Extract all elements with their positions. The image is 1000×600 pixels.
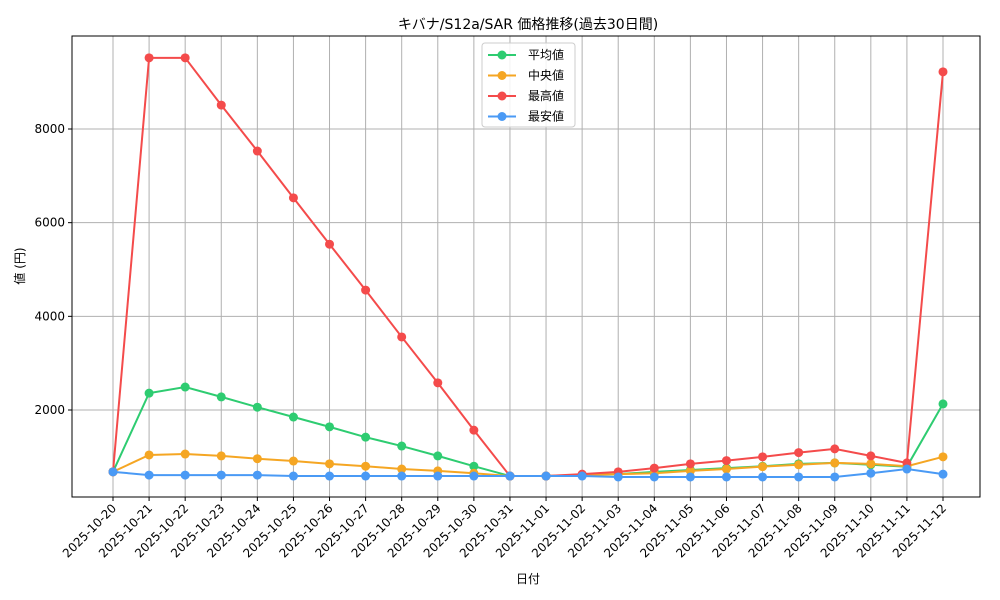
data-point xyxy=(649,463,659,473)
data-point xyxy=(108,467,118,477)
data-point xyxy=(288,412,298,422)
data-point xyxy=(325,422,335,432)
data-point xyxy=(144,470,154,480)
data-point xyxy=(758,462,768,472)
data-point xyxy=(866,451,876,461)
data-point xyxy=(433,471,443,481)
data-point xyxy=(433,378,443,388)
legend-marker xyxy=(497,50,507,60)
data-point xyxy=(758,452,768,462)
y-axis-ticks: 2000 4000 6000 8000 xyxy=(34,122,72,417)
legend-label: 最安値 xyxy=(528,109,564,124)
data-point xyxy=(469,425,479,435)
data-point xyxy=(794,448,804,458)
data-point xyxy=(361,471,371,481)
data-point xyxy=(397,471,407,481)
data-point xyxy=(469,471,479,481)
data-point xyxy=(216,470,226,480)
series-3 xyxy=(108,464,948,482)
y-tick-label: 6000 xyxy=(34,216,65,230)
legend-marker xyxy=(497,112,507,121)
data-point xyxy=(180,53,190,63)
data-point xyxy=(938,67,948,77)
data-point xyxy=(216,451,226,461)
data-point xyxy=(758,472,768,482)
data-point xyxy=(252,146,262,156)
data-point xyxy=(685,459,695,469)
grid-lines xyxy=(72,36,980,497)
data-point xyxy=(361,285,371,295)
y-tick-label: 2000 xyxy=(34,403,65,417)
legend-label: 中央値 xyxy=(528,68,564,83)
data-point xyxy=(288,193,298,203)
data-point xyxy=(397,464,407,474)
y-axis-label: 値 (円) xyxy=(12,247,27,284)
data-point xyxy=(216,100,226,110)
data-point xyxy=(866,468,876,478)
data-point xyxy=(938,469,948,479)
data-point xyxy=(288,471,298,481)
data-point xyxy=(613,472,623,482)
data-point xyxy=(577,471,587,481)
data-point xyxy=(325,471,335,481)
series-line xyxy=(112,468,944,478)
data-point xyxy=(144,53,154,63)
legend-label: 最高値 xyxy=(528,88,564,103)
data-point xyxy=(794,472,804,482)
data-point xyxy=(649,472,659,482)
x-axis-label: 日付 xyxy=(516,572,540,586)
data-point xyxy=(144,388,154,398)
y-tick-label: 4000 xyxy=(34,309,65,323)
data-point xyxy=(721,472,731,482)
data-point xyxy=(397,332,407,342)
data-point xyxy=(252,470,262,480)
data-point xyxy=(361,461,371,471)
chart-title: キバナ/S12a/SAR 価格推移(過去30日間) xyxy=(398,17,658,33)
data-point xyxy=(180,449,190,459)
series-lines xyxy=(108,53,948,482)
data-point xyxy=(830,444,840,454)
data-point xyxy=(938,452,948,462)
data-point xyxy=(902,464,912,474)
data-point xyxy=(505,471,515,481)
data-point xyxy=(252,402,262,412)
data-point xyxy=(866,459,876,469)
legend-box xyxy=(481,42,576,128)
data-point xyxy=(325,239,335,249)
data-point xyxy=(397,441,407,451)
plot-frame xyxy=(71,35,981,498)
data-point xyxy=(541,471,551,481)
legend-marker xyxy=(497,71,507,80)
legend-marker xyxy=(497,91,507,101)
data-point xyxy=(938,399,948,409)
data-point xyxy=(721,464,731,474)
data-point xyxy=(830,472,840,482)
y-tick-label: 8000 xyxy=(34,122,65,136)
data-point xyxy=(685,472,695,482)
data-point xyxy=(144,450,154,460)
data-point xyxy=(288,456,298,466)
data-point xyxy=(794,460,804,470)
data-point xyxy=(830,458,840,468)
legend-label: 平均値 xyxy=(528,47,564,62)
data-point xyxy=(469,461,479,471)
data-point xyxy=(361,432,371,442)
data-point xyxy=(180,382,190,392)
data-point xyxy=(721,456,731,466)
data-point xyxy=(216,392,226,402)
data-point xyxy=(433,451,443,461)
data-point xyxy=(180,470,190,480)
data-point xyxy=(325,459,335,469)
data-point xyxy=(252,454,262,464)
